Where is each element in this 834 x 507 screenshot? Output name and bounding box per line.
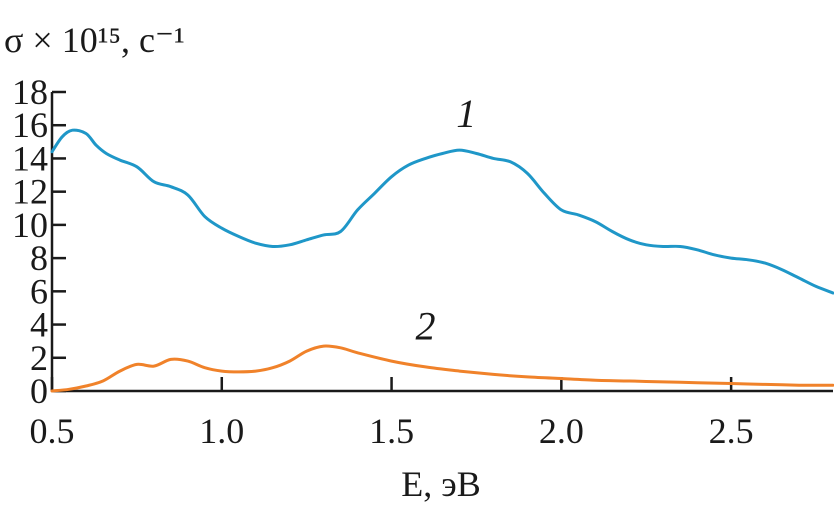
series-2-label: 2 bbox=[416, 304, 436, 349]
series-1-line bbox=[50, 128, 834, 295]
y-tick-label: 12 bbox=[12, 172, 48, 212]
series-2-line bbox=[50, 344, 834, 393]
y-tick-label: 14 bbox=[12, 138, 48, 178]
y-tick-label: 18 bbox=[12, 72, 48, 112]
y-tick-label: 16 bbox=[12, 105, 48, 145]
y-tick-label: 2 bbox=[30, 338, 48, 378]
x-tick-label: 1.5 bbox=[369, 411, 414, 451]
x-tick-label: 2.0 bbox=[539, 411, 584, 451]
y-tick-label: 4 bbox=[30, 305, 48, 345]
x-tick-label: 2.5 bbox=[709, 411, 754, 451]
series-1-label: 1 bbox=[456, 91, 476, 136]
x-tick-label: 0.5 bbox=[30, 411, 75, 451]
y-tick-label: 6 bbox=[30, 271, 48, 311]
x-tick-label: 1.0 bbox=[199, 411, 244, 451]
y-tick-label: 8 bbox=[30, 238, 48, 278]
x-axis-title: E, эВ bbox=[401, 464, 480, 504]
y-tick-label: 10 bbox=[12, 205, 48, 245]
y-tick-label: 0 bbox=[30, 371, 48, 411]
y-axis-title: σ × 10¹⁵, с⁻¹ bbox=[4, 20, 185, 60]
